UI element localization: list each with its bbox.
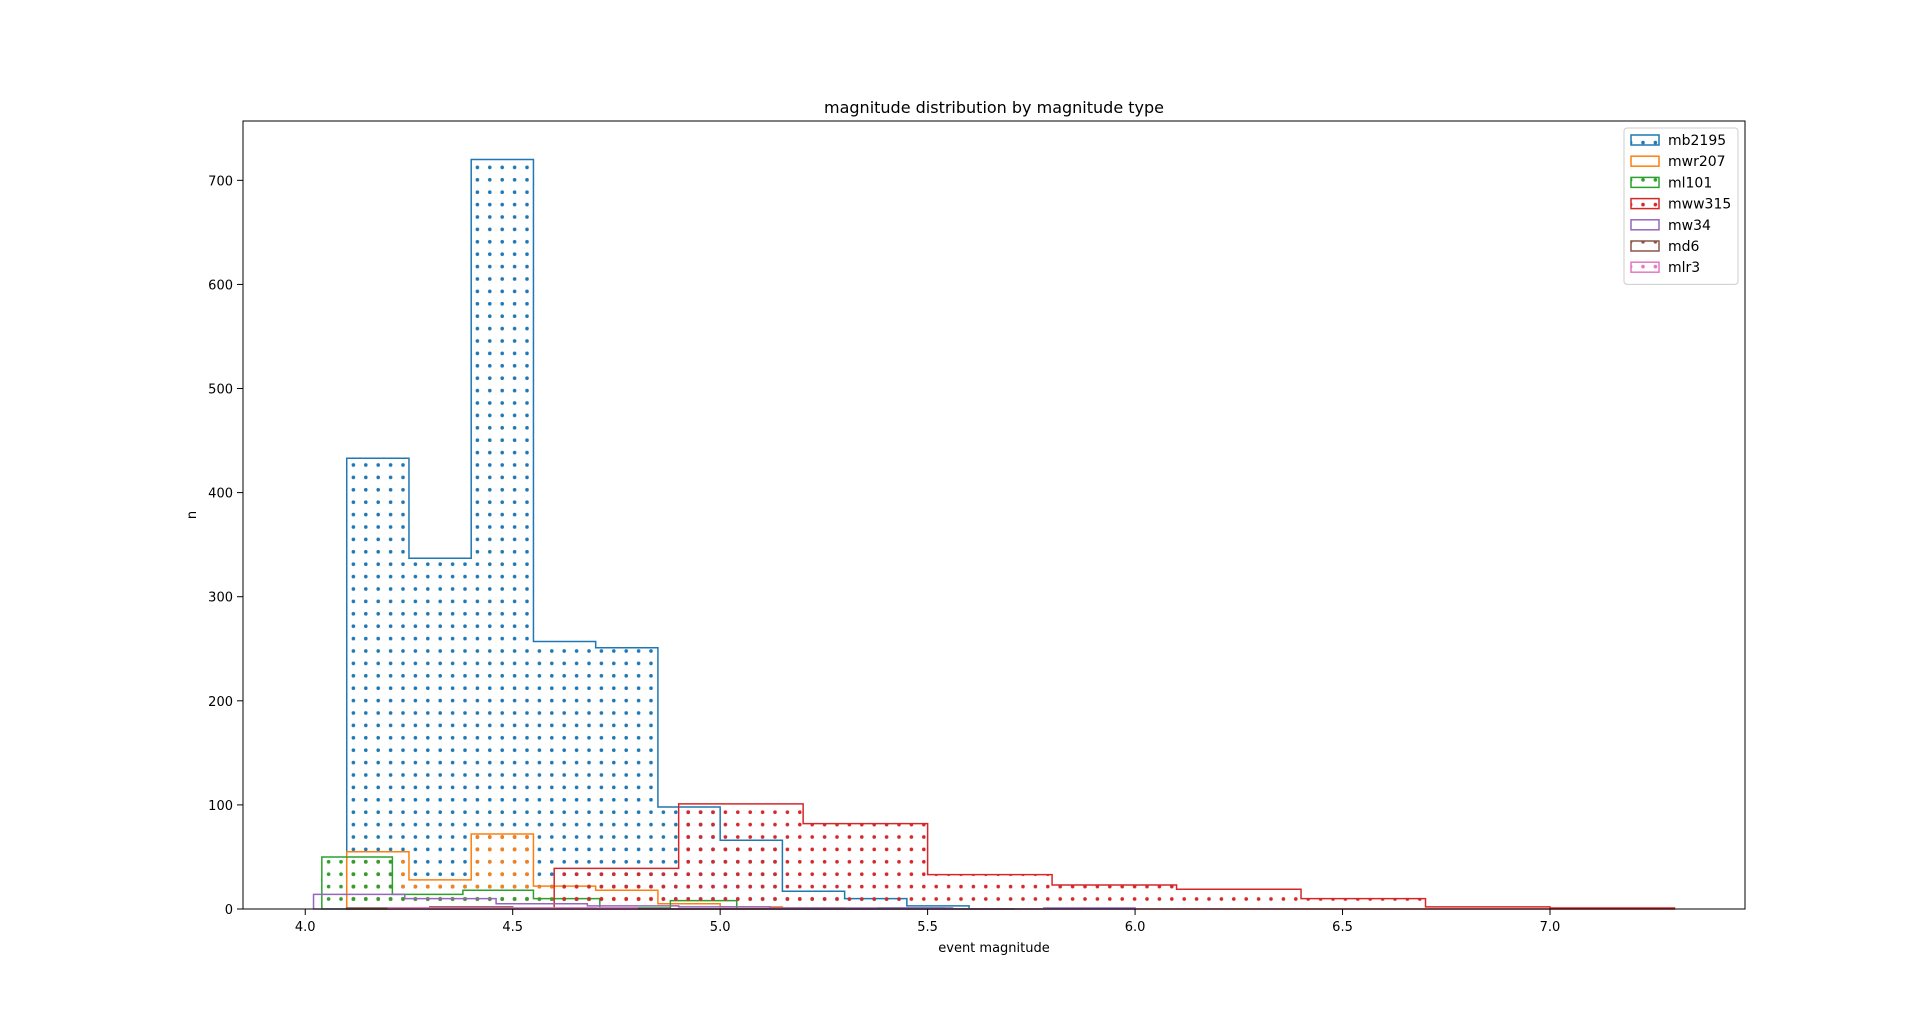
bin-mb2195-2	[471, 160, 533, 909]
legend-label: mb2195	[1668, 133, 1726, 149]
y-tick-label: 400	[208, 487, 233, 502]
axes-frame	[242, 120, 1746, 910]
legend-item-mwr207: mwr207	[1630, 154, 1726, 170]
y-axis-ticks: 0 100 200 300 400 500 600 700	[208, 174, 243, 918]
legend-item-mw34: mw34	[1630, 218, 1711, 234]
y-tick-label: 200	[208, 695, 233, 710]
bin-mw34-0	[314, 894, 405, 909]
y-tick-label: 0	[225, 903, 233, 918]
x-tick-label: 6.0	[1125, 920, 1146, 935]
x-tick-label: 4.0	[295, 920, 316, 935]
legend-swatch	[1630, 240, 1660, 252]
legend-swatch	[1630, 261, 1660, 273]
legend-item-mww315: mww315	[1630, 197, 1731, 213]
bin-mww315-6	[1301, 899, 1425, 909]
histogram-outline-mw34	[312, 893, 1136, 910]
legend-item-md6: md6	[1630, 239, 1700, 255]
legend-swatch	[1630, 197, 1660, 210]
series-mw34	[312, 893, 1136, 910]
histogram-series-group	[312, 158, 1676, 910]
y-tick-label: 100	[208, 799, 233, 814]
series-mww315	[553, 803, 1676, 910]
y-axis-label: n	[185, 511, 200, 519]
x-axis-label: event magnitude	[938, 941, 1049, 956]
legend-label: ml101	[1668, 175, 1712, 191]
legend: mb2195 mwr207 ml101 mww315 mw34 md6 mlr3	[1623, 127, 1739, 285]
bin-mww315-1	[679, 804, 803, 909]
bin-mww315-5	[1177, 889, 1301, 909]
legend-swatch	[1630, 176, 1660, 189]
y-tick-label: 600	[208, 278, 233, 293]
x-tick-label: 5.0	[710, 920, 731, 935]
legend-swatch	[1630, 155, 1660, 167]
legend-swatch	[1630, 134, 1660, 146]
x-tick-label: 6.5	[1332, 920, 1353, 935]
bin-mww315-4	[1052, 885, 1176, 909]
bin-mb2195-0	[347, 458, 409, 909]
legend-label: md6	[1668, 239, 1700, 255]
bin-mb2195-1	[409, 558, 471, 909]
histogram-outline-mww315	[553, 803, 1676, 910]
legend-label: mwr207	[1668, 154, 1726, 170]
legend-label: mlr3	[1668, 260, 1700, 276]
chart-title: magnitude distribution by magnitude type	[824, 98, 1164, 117]
legend-label: mw34	[1668, 218, 1711, 234]
legend-swatch	[1630, 219, 1660, 231]
bin-mww315-2	[803, 824, 927, 909]
legend-item-ml101: ml101	[1630, 175, 1712, 191]
series-mb2195	[345, 158, 970, 909]
x-tick-label: 7.0	[1540, 920, 1561, 935]
bin-mww315-3	[928, 875, 1052, 909]
y-tick-label: 300	[208, 591, 233, 606]
legend-item-mlr3: mlr3	[1630, 260, 1700, 276]
y-tick-label: 700	[208, 174, 233, 189]
legend-item-mb2195: mb2195	[1630, 133, 1726, 149]
legend-label: mww315	[1668, 197, 1731, 213]
x-tick-label: 5.5	[917, 920, 938, 935]
x-axis-ticks: 4.0 4.5 5.0 5.5 6.0 6.5 7.0	[295, 909, 1560, 935]
bin-mww315-0	[554, 868, 678, 909]
y-tick-label: 500	[208, 383, 233, 398]
x-tick-label: 4.5	[502, 920, 523, 935]
